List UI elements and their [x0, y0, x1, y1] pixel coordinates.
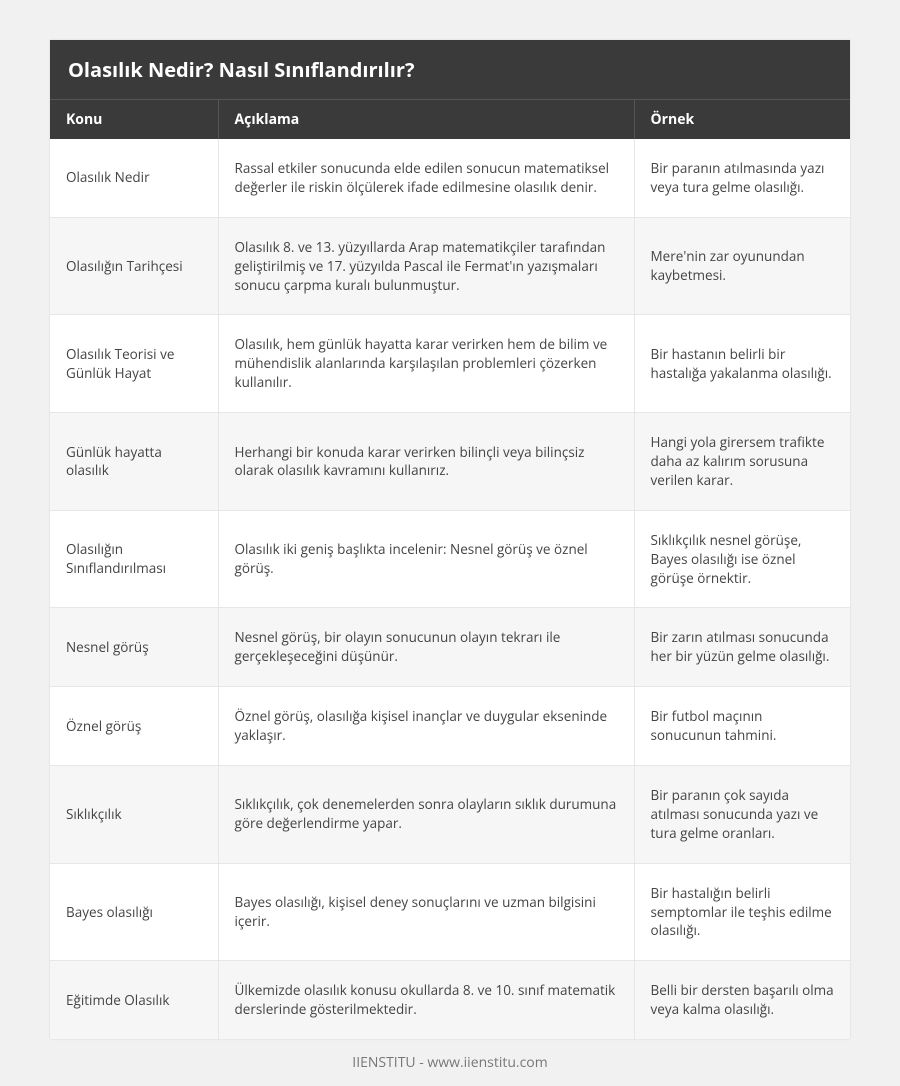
cell-example: Bir hastalığın belirli semptomlar ile te…: [634, 863, 850, 961]
cell-desc: Herhangi bir konuda karar verirken bilin…: [218, 413, 634, 511]
table-row: Olasılık Teorisi ve Günlük Hayat Olasılı…: [50, 315, 850, 413]
cell-topic: Sıklıkçılık: [50, 766, 218, 864]
cell-topic: Olasılık Nedir: [50, 139, 218, 217]
cell-topic: Öznel görüş: [50, 687, 218, 766]
cell-topic: Olasılığın Sınıflandırılması: [50, 510, 218, 608]
data-table: Konu Açıklama Örnek Olasılık Nedir Rassa…: [50, 99, 850, 1039]
cell-topic: Olasılığın Tarihçesi: [50, 217, 218, 315]
table-row: Öznel görüş Öznel görüş, olasılığa kişis…: [50, 687, 850, 766]
cell-example: Sıklıkçılık nesnel görüşe, Bayes olasılı…: [634, 510, 850, 608]
cell-desc: Olasılık iki geniş başlıkta incelenir: N…: [218, 510, 634, 608]
table-body: Olasılık Nedir Rassal etkiler sonucunda …: [50, 139, 850, 1039]
table-row: Bayes olasılığı Bayes olasılığı, kişisel…: [50, 863, 850, 961]
table-row: Sıklıkçılık Sıklıkçılık, çok denemelerde…: [50, 766, 850, 864]
cell-example: Belli bir dersten başarılı olma veya kal…: [634, 961, 850, 1039]
table-row: Olasılığın Sınıflandırılması Olasılık ik…: [50, 510, 850, 608]
page-title: Olasılık Nedir? Nasıl Sınıflandırılır?: [50, 40, 850, 99]
cell-desc: Bayes olasılığı, kişisel deney sonuçları…: [218, 863, 634, 961]
cell-desc: Nesnel görüş, bir olayın sonucunun olayı…: [218, 608, 634, 687]
cell-topic: Eğitimde Olasılık: [50, 961, 218, 1039]
cell-topic: Bayes olasılığı: [50, 863, 218, 961]
cell-desc: Ülkemizde olasılık konusu okullarda 8. v…: [218, 961, 634, 1039]
cell-topic: Olasılık Teorisi ve Günlük Hayat: [50, 315, 218, 413]
cell-example: Mere'nin zar oyunundan kaybetmesi.: [634, 217, 850, 315]
table-row: Nesnel görüş Nesnel görüş, bir olayın so…: [50, 608, 850, 687]
col-header-topic: Konu: [50, 100, 218, 140]
cell-desc: Olasılık, hem günlük hayatta karar verir…: [218, 315, 634, 413]
cell-topic: Nesnel görüş: [50, 608, 218, 687]
table-header-row: Konu Açıklama Örnek: [50, 100, 850, 140]
col-header-desc: Açıklama: [218, 100, 634, 140]
cell-desc: Rassal etkiler sonucunda elde edilen son…: [218, 139, 634, 217]
table-row: Günlük hayatta olasılık Herhangi bir kon…: [50, 413, 850, 511]
cell-example: Bir paranın atılmasında yazı veya tura g…: [634, 139, 850, 217]
table-row: Olasılığın Tarihçesi Olasılık 8. ve 13. …: [50, 217, 850, 315]
cell-example: Hangi yola girersem trafikte daha az kal…: [634, 413, 850, 511]
cell-example: Bir futbol maçının sonucunun tahmini.: [634, 687, 850, 766]
cell-desc: Öznel görüş, olasılığa kişisel inançlar …: [218, 687, 634, 766]
table-row: Olasılık Nedir Rassal etkiler sonucunda …: [50, 139, 850, 217]
cell-example: Bir hastanın belirli bir hastalığa yakal…: [634, 315, 850, 413]
cell-desc: Olasılık 8. ve 13. yüzyıllarda Arap mate…: [218, 217, 634, 315]
col-header-example: Örnek: [634, 100, 850, 140]
cell-topic: Günlük hayatta olasılık: [50, 413, 218, 511]
table-row: Eğitimde Olasılık Ülkemizde olasılık kon…: [50, 961, 850, 1039]
cell-example: Bir zarın atılması sonucunda her bir yüz…: [634, 608, 850, 687]
footer-text: IIENSTITU - www.iienstitu.com: [50, 1039, 850, 1086]
cell-example: Bir paranın çok sayıda atılması sonucund…: [634, 766, 850, 864]
cell-desc: Sıklıkçılık, çok denemelerden sonra olay…: [218, 766, 634, 864]
content-card: Olasılık Nedir? Nasıl Sınıflandırılır? K…: [50, 40, 850, 1039]
